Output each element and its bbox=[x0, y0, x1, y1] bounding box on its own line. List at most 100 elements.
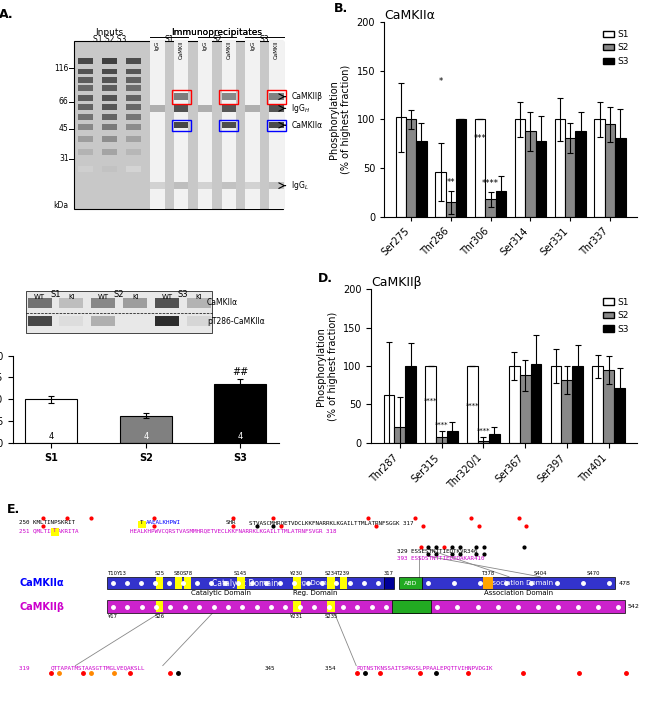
Bar bbox=[184, 577, 192, 589]
Text: 542: 542 bbox=[628, 604, 640, 609]
Text: *: * bbox=[439, 77, 443, 86]
Bar bbox=[174, 122, 188, 128]
Bar bbox=[525, 131, 536, 217]
Bar bbox=[126, 149, 140, 155]
Text: Immunoprecipitates: Immunoprecipitates bbox=[172, 28, 263, 36]
Text: KI: KI bbox=[132, 294, 138, 300]
Bar bbox=[219, 89, 239, 104]
Bar bbox=[126, 86, 140, 91]
Bar bbox=[467, 366, 478, 443]
Bar bbox=[416, 141, 426, 217]
Bar bbox=[79, 59, 93, 65]
Y-axis label: Phosphorylation
(% of highest fraction): Phosphorylation (% of highest fraction) bbox=[316, 312, 338, 420]
Text: CaMKII: CaMKII bbox=[179, 41, 183, 59]
Bar bbox=[198, 105, 213, 112]
Text: 345: 345 bbox=[265, 666, 276, 671]
Bar bbox=[92, 316, 115, 326]
Text: Inputs: Inputs bbox=[96, 28, 124, 36]
Text: CaMKIIα: CaMKIIα bbox=[20, 578, 64, 588]
Text: CaMKIIα: CaMKIIα bbox=[207, 299, 238, 307]
Bar bbox=[102, 86, 117, 91]
Bar bbox=[107, 600, 625, 613]
Bar bbox=[575, 131, 586, 217]
Text: IgG: IgG bbox=[250, 41, 255, 50]
Text: Catalytic Domain: Catalytic Domain bbox=[213, 579, 279, 588]
Text: ****: **** bbox=[482, 178, 499, 188]
Bar bbox=[551, 366, 562, 443]
Text: T239: T239 bbox=[337, 571, 350, 576]
Bar bbox=[562, 380, 572, 443]
Bar bbox=[102, 166, 117, 172]
Text: 4: 4 bbox=[49, 431, 54, 441]
Bar bbox=[603, 370, 614, 443]
Bar bbox=[102, 69, 117, 75]
Text: Association Domain: Association Domain bbox=[484, 580, 553, 586]
Bar bbox=[26, 291, 212, 334]
Text: T: T bbox=[53, 529, 57, 533]
Bar bbox=[604, 124, 615, 217]
Text: CaMKIIβ: CaMKIIβ bbox=[20, 602, 64, 612]
Bar bbox=[174, 94, 188, 100]
Bar bbox=[150, 41, 164, 209]
Bar bbox=[126, 96, 140, 102]
Bar bbox=[102, 149, 117, 155]
Legend: S1, S2, S3: S1, S2, S3 bbox=[599, 26, 632, 70]
Bar bbox=[246, 41, 260, 209]
Text: IgG: IgG bbox=[203, 41, 207, 50]
Bar bbox=[222, 105, 236, 112]
Bar bbox=[172, 89, 190, 104]
Bar bbox=[509, 366, 520, 443]
Text: S235: S235 bbox=[324, 614, 338, 619]
Text: WT: WT bbox=[98, 294, 109, 300]
Bar bbox=[293, 601, 301, 613]
Text: 251 QMLTINPAKRITA: 251 QMLTINPAKRITA bbox=[20, 528, 79, 533]
Bar bbox=[484, 577, 493, 589]
Text: 31: 31 bbox=[59, 154, 69, 163]
Text: S3: S3 bbox=[177, 290, 188, 299]
Bar bbox=[79, 104, 93, 109]
Text: 66: 66 bbox=[59, 97, 69, 106]
Bar bbox=[572, 366, 583, 443]
Text: HEALKHPWVCQRSTVASMMHRQETVECLKKFNARRKLKGAILTTMLATRNFSVGR 318: HEALKHPWVCQRSTVASMMHRQETVECLKKFNARRKLKGA… bbox=[130, 528, 337, 533]
Text: ****: **** bbox=[435, 421, 448, 428]
Bar bbox=[269, 94, 284, 100]
Bar bbox=[425, 366, 436, 443]
Bar bbox=[79, 77, 93, 83]
Text: S145: S145 bbox=[234, 571, 248, 576]
Text: 478: 478 bbox=[618, 581, 630, 586]
Bar bbox=[396, 117, 406, 217]
Text: ¥17: ¥17 bbox=[108, 614, 118, 619]
Bar bbox=[156, 577, 163, 589]
Bar bbox=[267, 120, 286, 130]
Bar bbox=[436, 436, 447, 443]
Text: B.: B. bbox=[333, 2, 348, 15]
Text: 4: 4 bbox=[238, 431, 243, 441]
Bar bbox=[615, 138, 625, 217]
Text: 319: 319 bbox=[20, 666, 33, 671]
Bar bbox=[102, 104, 117, 109]
Bar bbox=[102, 77, 117, 83]
Bar bbox=[27, 316, 51, 326]
Text: T: T bbox=[140, 521, 144, 526]
Text: S3: S3 bbox=[260, 36, 270, 44]
Bar bbox=[79, 69, 93, 75]
Bar bbox=[393, 600, 431, 613]
Bar bbox=[92, 298, 115, 308]
Bar bbox=[595, 120, 604, 217]
Bar bbox=[436, 172, 446, 217]
Bar bbox=[237, 577, 244, 589]
Text: 4: 4 bbox=[143, 431, 148, 441]
Bar bbox=[515, 120, 525, 217]
Text: Y13: Y13 bbox=[117, 571, 127, 576]
Text: AAEALKHPWI: AAEALKHPWI bbox=[146, 521, 181, 525]
Text: kDa: kDa bbox=[53, 202, 69, 210]
Bar bbox=[79, 136, 93, 141]
Bar bbox=[174, 41, 188, 209]
Text: WT: WT bbox=[34, 294, 45, 300]
Text: T378: T378 bbox=[482, 571, 495, 576]
Text: CaMKIIβ: CaMKIIβ bbox=[371, 276, 422, 289]
Bar bbox=[187, 316, 211, 326]
Bar bbox=[174, 105, 188, 112]
Bar bbox=[120, 416, 172, 443]
Bar bbox=[51, 529, 59, 536]
